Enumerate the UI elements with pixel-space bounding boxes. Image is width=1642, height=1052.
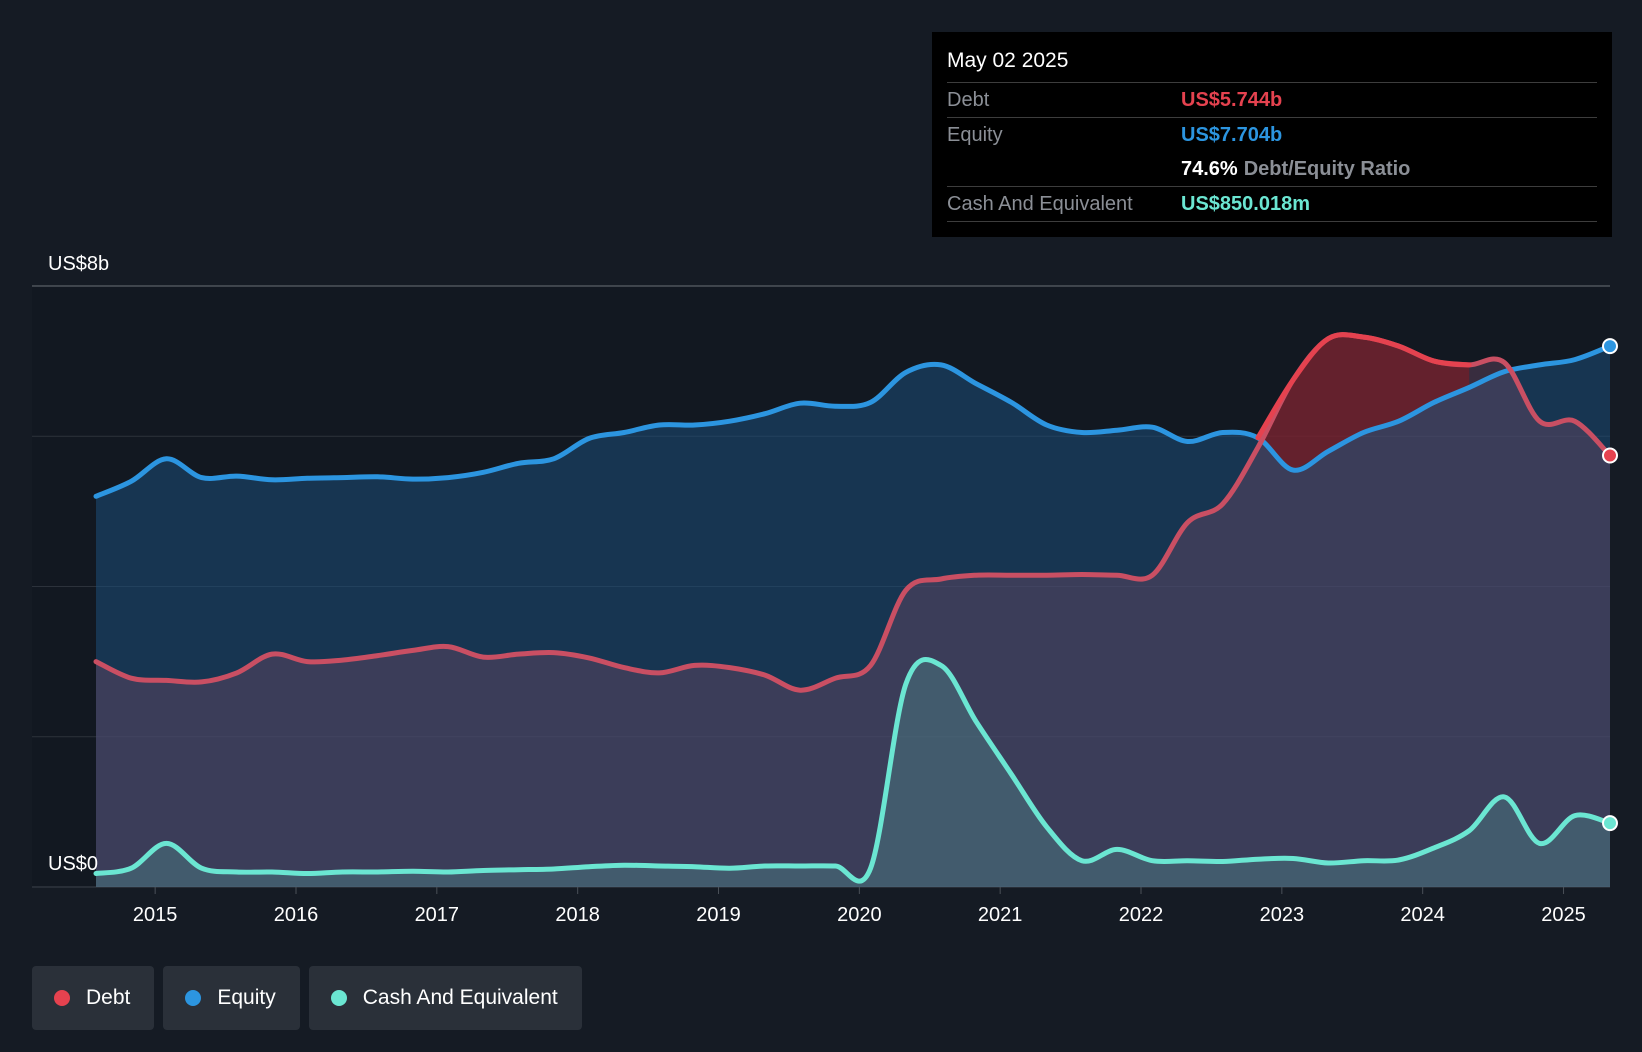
tooltip-row-cash: Cash And Equivalent US$850.018m	[947, 187, 1597, 222]
x-axis-ticks: 2015 2016 2017 2018 2019 2020 2021 2022 2023 2024…	[133, 887, 1586, 926]
chart-legend: Debt Equity Cash And Equivalent	[32, 966, 582, 1030]
tooltip-equity-value: US$7.704b	[1181, 124, 1283, 146]
x-tick-label-2024: 2024	[1400, 904, 1445, 926]
x-tick-label-2022: 2022	[1119, 904, 1164, 926]
legend-label-cash: Cash And Equivalent	[362, 986, 558, 1009]
end-marker-debt[interactable]	[1602, 447, 1618, 464]
series-lines	[93, 332, 1610, 884]
x-tick-label-2018: 2018	[555, 904, 600, 926]
tooltip-ratio-label: Debt/Equity Ratio	[1243, 158, 1411, 180]
legend-label-debt: Debt	[86, 986, 131, 1009]
tooltip-debt-label: Debt	[947, 89, 990, 111]
area-equity	[96, 346, 1610, 888]
tooltip-debt-value: US$5.744b	[1181, 89, 1283, 111]
tooltip-row-ratio: 74.6% Debt/Equity Ratio	[947, 152, 1597, 187]
tooltip-ratio: 74.6% Debt/Equity Ratio	[1181, 152, 1410, 186]
x-tick-label-2017: 2017	[415, 904, 460, 926]
tooltip-panel: May 02 2025 Debt US$5.744b Equity US$7.7…	[932, 32, 1612, 237]
legend-dot-equity	[185, 990, 202, 1006]
legend-label-equity: Equity	[217, 986, 276, 1009]
debt-exceeds-equity-line	[1255, 332, 1472, 441]
y-axis-top-label: US$8b	[48, 253, 109, 275]
area-debt	[96, 334, 1610, 887]
tooltip-row-equity: Equity US$7.704b	[947, 118, 1597, 152]
line-cash-and-equivalent	[93, 657, 1610, 884]
area-cash-and-equivalent	[96, 659, 1610, 887]
legend-item-cash[interactable]: Cash And Equivalent	[308, 966, 582, 1030]
x-tick-label-2025: 2025	[1541, 904, 1586, 926]
legend-dot-debt	[54, 990, 70, 1006]
legend-dot-cash	[330, 990, 347, 1006]
debt-exceeds-equity-area	[1257, 334, 1470, 471]
x-tick-label-2021: 2021	[978, 904, 1023, 926]
tooltip-row-debt: Debt US$5.744b	[947, 83, 1597, 118]
tooltip-equity-label: Equity	[947, 124, 1003, 146]
legend-item-equity[interactable]: Equity	[163, 966, 300, 1030]
x-tick-label-2019: 2019	[696, 904, 741, 926]
series-areas	[96, 334, 1610, 888]
x-tick-label-2015: 2015	[133, 904, 178, 926]
tooltip-ratio-value: 74.6%	[1181, 158, 1238, 180]
x-tick-label-2023: 2023	[1260, 904, 1305, 926]
x-tick-label-2016: 2016	[274, 904, 319, 926]
end-marker-equity[interactable]	[1602, 338, 1618, 355]
tooltip-date: May 02 2025	[947, 32, 1597, 83]
line-equity	[93, 343, 1610, 499]
tooltip-cash-label: Cash And Equivalent	[947, 193, 1133, 215]
end-marker-cash-and-equivalent[interactable]	[1602, 815, 1618, 832]
y-axis-bottom-label: US$0	[48, 853, 98, 875]
tooltip-cash-value: US$850.018m	[1181, 193, 1310, 215]
series-end-markers	[1602, 338, 1618, 832]
legend-item-debt[interactable]: Debt	[32, 966, 155, 1030]
x-tick-label-2020: 2020	[837, 904, 882, 926]
